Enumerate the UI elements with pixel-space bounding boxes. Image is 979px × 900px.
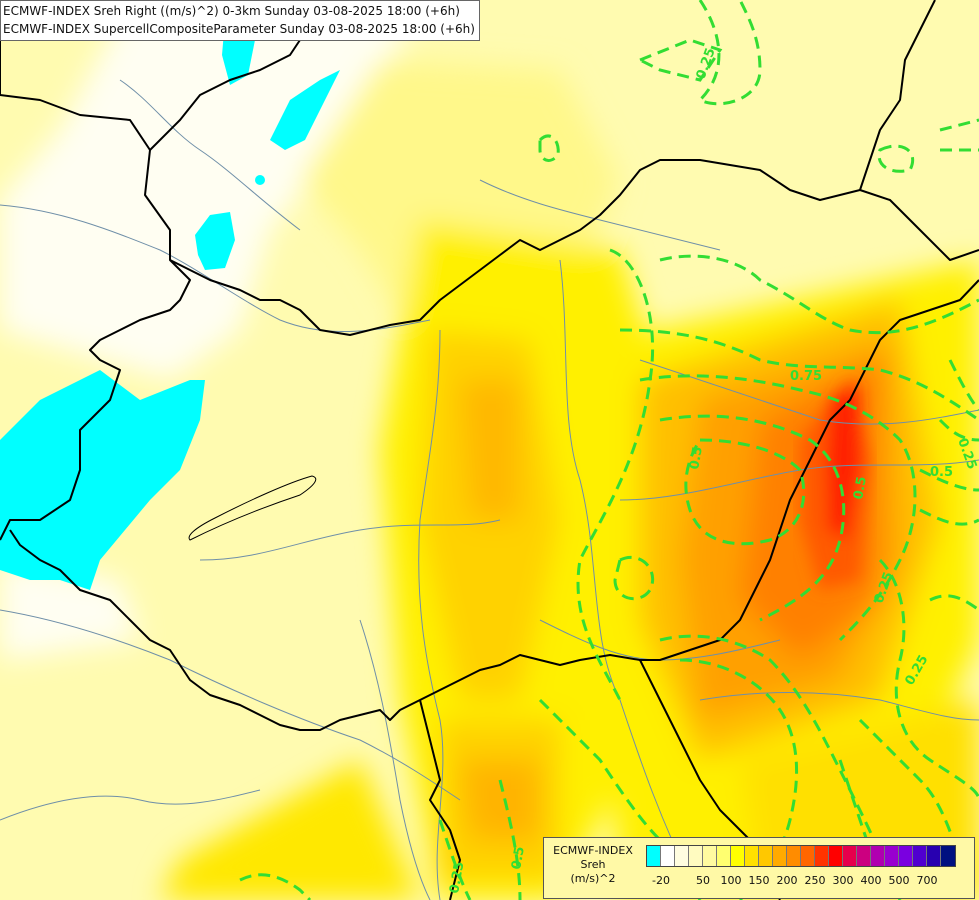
legend-swatch	[843, 846, 857, 866]
legend-tick: 250	[804, 874, 826, 887]
title-line-sreh: ECMWF-INDEX Sreh Right ((m/s)^2) 0-3km S…	[3, 4, 460, 18]
legend-swatch	[689, 846, 703, 866]
contour-label: 0.25	[447, 860, 467, 894]
legend-swatch	[745, 846, 759, 866]
legend-swatch	[675, 846, 689, 866]
legend-swatch	[857, 846, 871, 866]
legend-swatch	[801, 846, 815, 866]
map-title: ECMWF-INDEX Sreh Right ((m/s)^2) 0-3km S…	[0, 0, 480, 41]
legend-tick: 400	[860, 874, 882, 887]
legend-source: ECMWF-INDEX	[553, 844, 633, 857]
legend-swatch	[661, 846, 675, 866]
legend-swatches	[646, 845, 956, 867]
contour-label: 0.5	[687, 445, 706, 470]
legend-swatch	[899, 846, 913, 866]
contour-label: 0.5	[851, 475, 870, 500]
legend-ticks: -20 50 100 150 200 250 300 400 500 700	[646, 874, 976, 888]
legend-swatch	[885, 846, 899, 866]
legend-tick: 500	[888, 874, 910, 887]
legend-swatch	[717, 846, 731, 866]
legend-tick: -20	[652, 874, 670, 887]
lake-outline	[188, 475, 317, 541]
contour-labels: 0.25 0.25 0.75 0.5 0.5 0.5 0.25 0.25 0.5…	[447, 46, 979, 895]
legend-unit: (m/s)^2	[570, 872, 616, 885]
legend-tick: 700	[916, 874, 938, 887]
legend-tick: 150	[748, 874, 770, 887]
legend-swatch	[773, 846, 787, 866]
legend-swatch	[941, 846, 955, 866]
legend-swatch	[703, 846, 717, 866]
legend-swatch	[871, 846, 885, 866]
legend-tick: 200	[776, 874, 798, 887]
sreh-core	[800, 380, 870, 590]
legend-swatch	[815, 846, 829, 866]
legend-swatch	[927, 846, 941, 866]
legend-swatch	[731, 846, 745, 866]
legend-tick: 100	[720, 874, 742, 887]
rivers	[0, 79, 979, 900]
legend-tick: 300	[832, 874, 854, 887]
legend-swatch	[787, 846, 801, 866]
color-legend: ECMWF-INDEX Sreh (m/s)^2 -20 50 100 150 200 2…	[543, 837, 975, 899]
title-line-scp: ECMWF-INDEX SupercellCompositeParameter …	[3, 22, 475, 36]
legend-title: ECMWF-INDEX Sreh (m/s)^2	[548, 844, 638, 886]
legend-swatch	[647, 846, 661, 866]
legend-swatch	[759, 846, 773, 866]
legend-variable: Sreh	[580, 858, 606, 871]
legend-swatch	[829, 846, 843, 866]
contour-label: 0.5	[930, 465, 953, 480]
legend-tick: 50	[696, 874, 710, 887]
contour-label: 0.5	[509, 845, 528, 870]
contour-label: 0.75	[790, 369, 822, 384]
legend-swatch	[913, 846, 927, 866]
